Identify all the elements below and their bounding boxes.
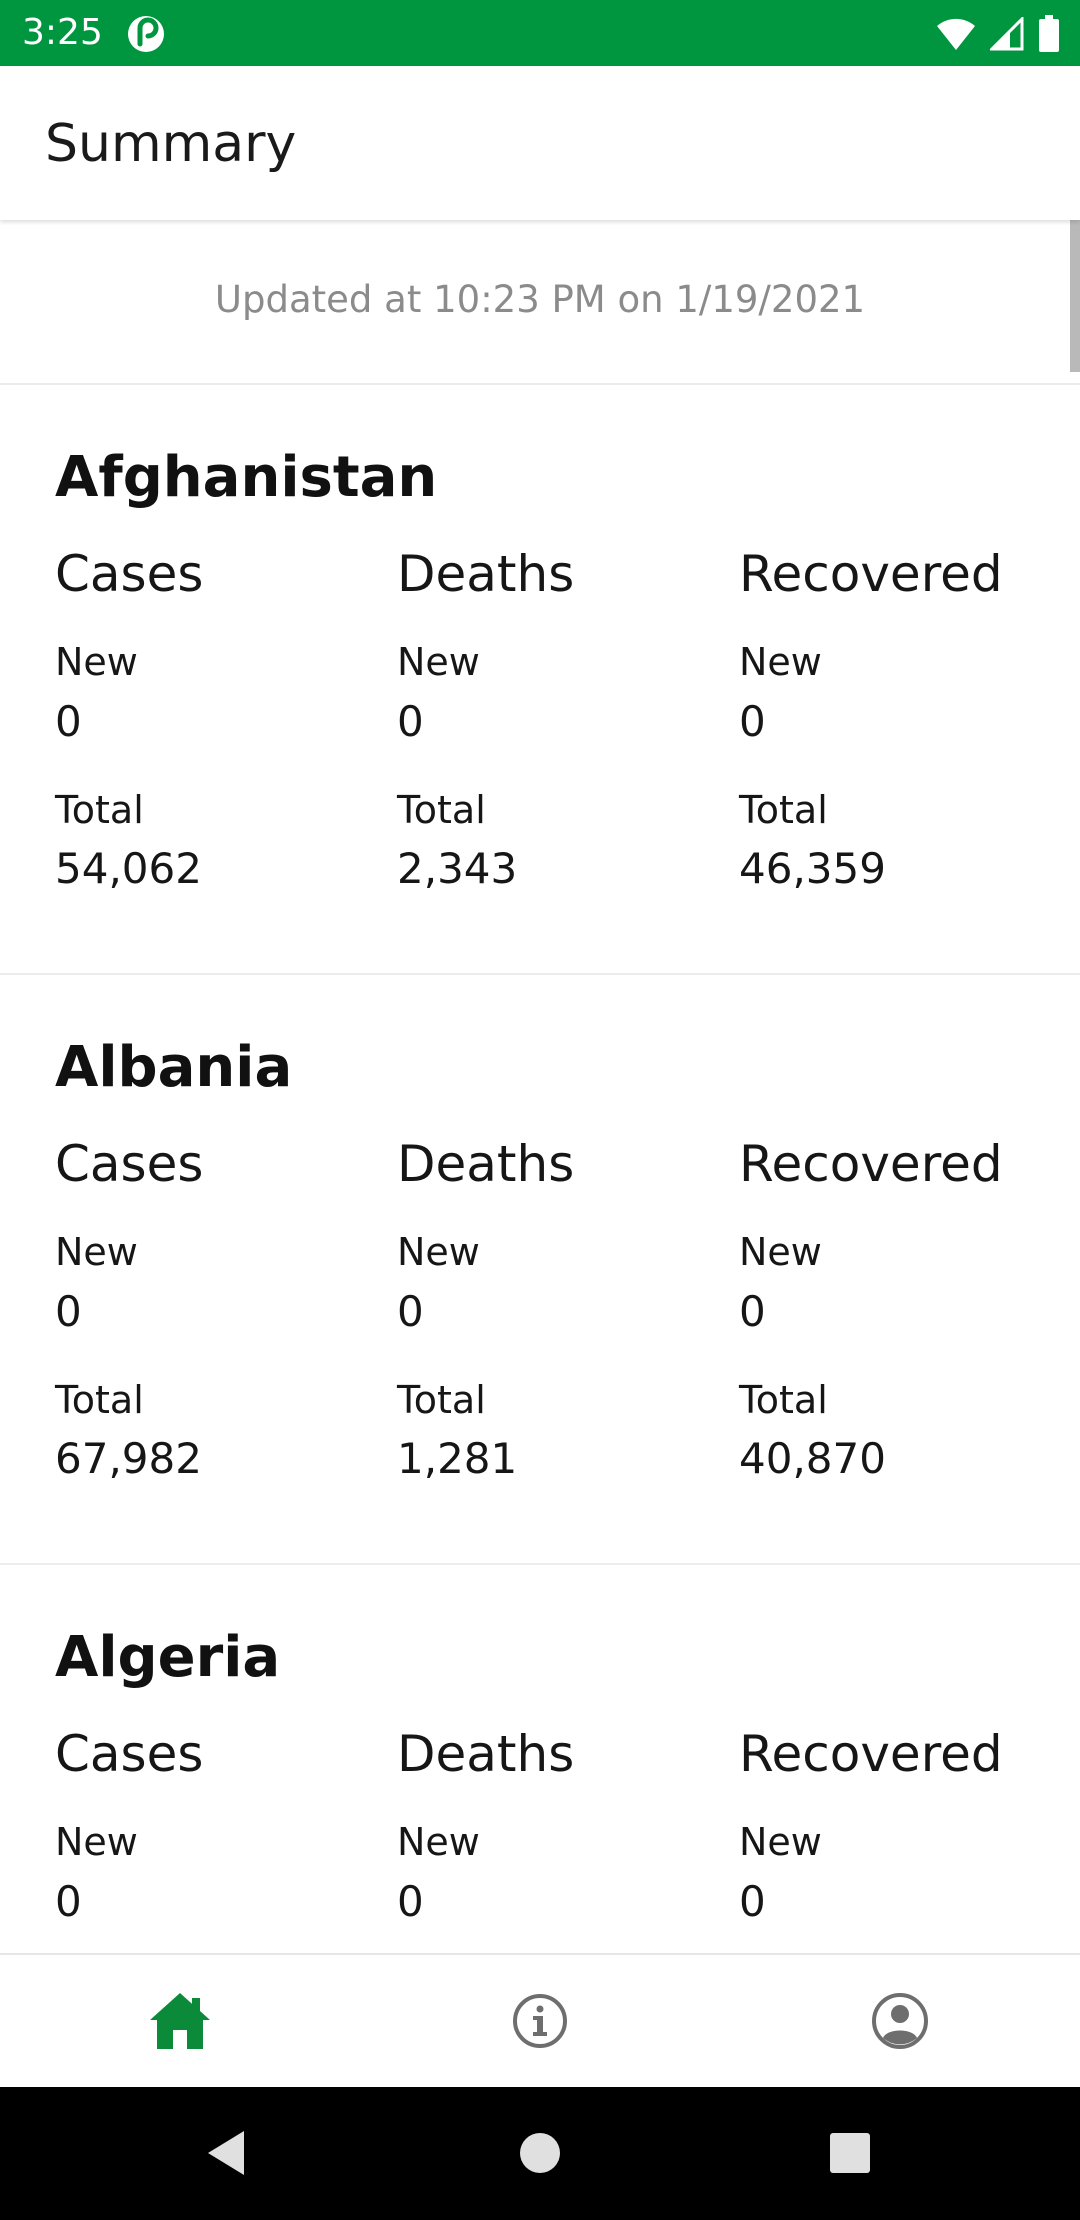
cases-column: Cases New 0 [55, 1725, 385, 1926]
recovered-column: Recovered New 0 [739, 1725, 1069, 1926]
nav-info[interactable] [360, 1955, 720, 2087]
new-label: New [739, 640, 822, 684]
recovered-new-value: 0 [739, 1287, 766, 1336]
deaths-total-value: 1,281 [397, 1434, 518, 1483]
system-recents-button[interactable] [820, 2123, 880, 2183]
updated-banner: Updated at 10:23 PM on 1/19/2021 [0, 220, 1080, 385]
home-circle-icon [520, 2133, 560, 2173]
country-card: Afghanistan Cases New 0 Total 54,062 Dea… [0, 385, 1080, 975]
country-name: Albania [55, 1035, 293, 1100]
cases-heading: Cases [55, 545, 204, 603]
country-name: Algeria [55, 1625, 281, 1690]
deaths-heading: Deaths [397, 545, 575, 603]
nav-account[interactable] [720, 1955, 1080, 2087]
recovered-heading: Recovered [739, 1135, 1003, 1193]
country-card: Algeria Cases New 0 Deaths New 0 Recover… [0, 1565, 1080, 1953]
battery-icon [1039, 15, 1059, 52]
cases-heading: Cases [55, 1725, 204, 1783]
recovered-total-value: 40,870 [739, 1434, 886, 1483]
total-label: Total [397, 788, 486, 832]
cases-column: Cases New 0 Total 54,062 [55, 545, 385, 893]
status-bar: 3:25 [0, 0, 1080, 66]
new-label: New [397, 640, 480, 684]
new-label: New [397, 1230, 480, 1274]
recovered-column: Recovered New 0 Total 46,359 [739, 545, 1069, 893]
app-bar: Summary [0, 66, 1080, 220]
recents-icon [830, 2133, 870, 2173]
new-label: New [55, 1230, 138, 1274]
recovered-column: Recovered New 0 Total 40,870 [739, 1135, 1069, 1483]
new-label: New [55, 640, 138, 684]
status-time: 3:25 [22, 12, 103, 53]
account-icon [872, 1993, 928, 2049]
system-home-button[interactable] [510, 2123, 570, 2183]
info-icon [513, 1994, 567, 2048]
recovered-new-value: 0 [739, 697, 766, 746]
deaths-new-value: 0 [397, 1287, 424, 1336]
cases-heading: Cases [55, 1135, 204, 1193]
country-card: Albania Cases New 0 Total 67,982 Deaths … [0, 975, 1080, 1565]
scrollbar-thumb[interactable] [1070, 220, 1080, 372]
total-label: Total [739, 1378, 828, 1422]
cases-new-value: 0 [55, 1877, 82, 1926]
deaths-column: Deaths New 0 Total 2,343 [397, 545, 727, 893]
deaths-column: Deaths New 0 [397, 1725, 727, 1926]
cases-column: Cases New 0 Total 67,982 [55, 1135, 385, 1483]
cell-signal-icon [990, 17, 1024, 51]
updated-timestamp: Updated at 10:23 PM on 1/19/2021 [214, 278, 866, 321]
total-label: Total [739, 788, 828, 832]
new-label: New [739, 1230, 822, 1274]
wifi-icon [937, 18, 975, 50]
new-label: New [397, 1820, 480, 1864]
summary-list[interactable]: Updated at 10:23 PM on 1/19/2021 Afghani… [0, 220, 1080, 1953]
deaths-new-value: 0 [397, 1877, 424, 1926]
cases-total-value: 54,062 [55, 844, 202, 893]
recovered-new-value: 0 [739, 1877, 766, 1926]
nav-home[interactable] [0, 1955, 360, 2087]
cases-total-value: 67,982 [55, 1434, 202, 1483]
deaths-total-value: 2,343 [397, 844, 518, 893]
deaths-heading: Deaths [397, 1725, 575, 1783]
new-label: New [55, 1820, 138, 1864]
country-name: Afghanistan [55, 445, 438, 510]
deaths-new-value: 0 [397, 697, 424, 746]
status-icons [936, 14, 1060, 54]
recovered-heading: Recovered [739, 545, 1003, 603]
new-label: New [739, 1820, 822, 1864]
page-title: Summary [45, 114, 297, 174]
system-navigation-bar [0, 2087, 1080, 2220]
deaths-heading: Deaths [397, 1135, 575, 1193]
total-label: Total [55, 1378, 144, 1422]
cases-new-value: 0 [55, 1287, 82, 1336]
cases-new-value: 0 [55, 697, 82, 746]
recovered-total-value: 46,359 [739, 844, 886, 893]
recovered-heading: Recovered [739, 1725, 1003, 1783]
deaths-column: Deaths New 0 Total 1,281 [397, 1135, 727, 1483]
system-back-button[interactable] [196, 2123, 256, 2183]
total-label: Total [397, 1378, 486, 1422]
home-icon [150, 1993, 210, 2049]
pocket-casts-icon [128, 16, 164, 52]
back-icon [208, 2131, 244, 2175]
bottom-navigation [0, 1953, 1080, 2087]
total-label: Total [55, 788, 144, 832]
